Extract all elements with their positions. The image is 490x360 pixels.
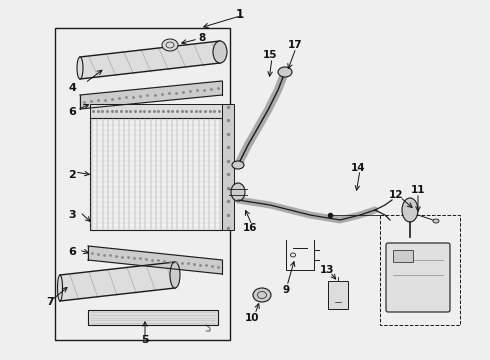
Text: 15: 15	[263, 50, 277, 60]
Ellipse shape	[231, 183, 245, 201]
Ellipse shape	[433, 219, 439, 223]
Bar	[380, 215, 460, 325]
Bar	[90, 104, 222, 118]
Text: 16: 16	[243, 223, 257, 233]
Text: 10: 10	[245, 313, 259, 323]
Ellipse shape	[77, 57, 83, 79]
Text: 2: 2	[68, 170, 76, 180]
Ellipse shape	[213, 41, 227, 63]
Bar	[88, 310, 218, 325]
Text: 17: 17	[288, 40, 302, 50]
Text: 5: 5	[141, 335, 149, 345]
Text: 9: 9	[282, 285, 290, 295]
Text: 1: 1	[236, 8, 244, 21]
Bar	[393, 250, 413, 262]
Bar	[55, 28, 230, 340]
Ellipse shape	[278, 67, 292, 77]
Ellipse shape	[232, 161, 244, 169]
Text: 14: 14	[351, 163, 366, 173]
Ellipse shape	[57, 275, 63, 301]
Bar	[90, 118, 222, 230]
Ellipse shape	[402, 198, 418, 222]
Text: 7: 7	[46, 297, 54, 307]
Polygon shape	[88, 246, 222, 274]
Polygon shape	[80, 41, 220, 79]
Text: 12: 12	[389, 190, 403, 200]
Text: 8: 8	[198, 33, 206, 43]
Bar	[328, 281, 348, 309]
Polygon shape	[60, 262, 175, 301]
FancyBboxPatch shape	[386, 243, 450, 312]
Text: 11: 11	[411, 185, 425, 195]
Text: 6: 6	[68, 107, 76, 117]
Text: 4: 4	[68, 83, 76, 93]
Text: 3: 3	[68, 210, 76, 220]
Text: 13: 13	[320, 265, 334, 275]
Bar	[222, 104, 234, 230]
Ellipse shape	[162, 39, 178, 51]
Polygon shape	[80, 81, 222, 109]
Ellipse shape	[253, 288, 271, 302]
Ellipse shape	[170, 262, 180, 288]
Text: 6: 6	[68, 247, 76, 257]
